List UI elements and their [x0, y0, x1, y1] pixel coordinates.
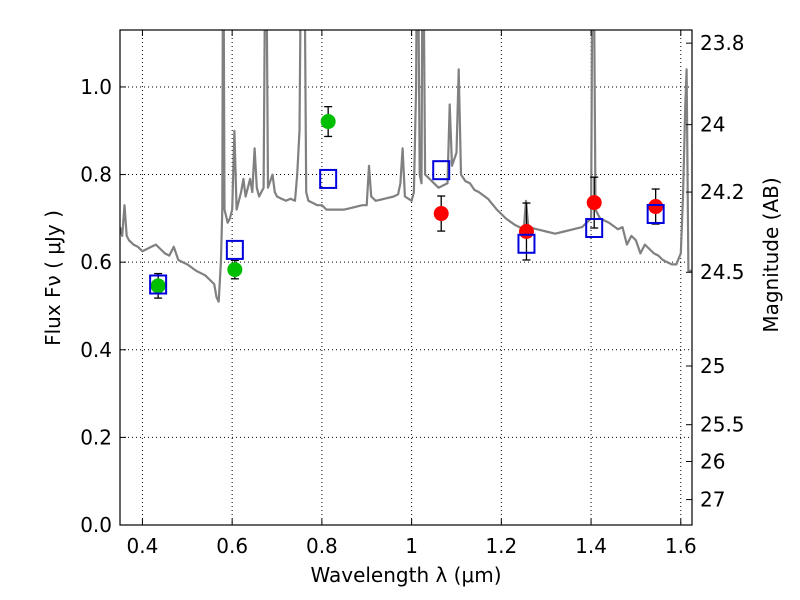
photometry-point [648, 199, 664, 215]
right-tick-label: 23.8 [700, 31, 745, 55]
x-tick-label: 1 [405, 534, 418, 558]
photometry-point [586, 195, 602, 211]
grid [120, 30, 692, 526]
x-tick-label: 0.4 [127, 534, 159, 558]
y-tick-label: 0.6 [80, 250, 112, 274]
right-tick-label: 24.2 [700, 180, 745, 204]
model-photometry-square [646, 203, 665, 224]
data-layer [120, 30, 692, 303]
y-tick-label: 0.8 [80, 163, 112, 187]
right-tick-label: 27 [700, 488, 725, 512]
plot-frame [119, 29, 693, 526]
right-tick-label: 26 [700, 449, 725, 473]
model-photometry-square [225, 239, 244, 260]
right-tick-label: 25 [700, 354, 725, 378]
model-photometry-square [517, 233, 536, 254]
x-tick-label: 1.4 [575, 534, 607, 558]
x-tick-label: 0.8 [306, 534, 338, 558]
model-photometry-square [432, 160, 451, 181]
y-axis-label: Flux Fν ( μJy ) [41, 210, 65, 346]
x-tick-label: 1.6 [665, 534, 697, 558]
y-axis-label-right: Magnitude (AB) [759, 177, 783, 332]
y-tick-label: 0.0 [80, 513, 112, 537]
x-tick-label: 1.2 [485, 534, 517, 558]
photometry-point [320, 114, 336, 130]
photometry-point [433, 206, 449, 222]
right-tick-label: 24.5 [700, 260, 745, 284]
x-axis-label: Wavelength λ (μm) [310, 563, 501, 587]
photometry-point [227, 262, 243, 278]
model-photometry-square [149, 274, 168, 295]
model-photometry-square [319, 168, 338, 189]
ticks: 0.4 0.6 0.8 1 1.2 1.4 1.6 0.0 0.2 0.4 0.6 0.8 1.0 23.… [80, 30, 745, 558]
y-tick-label: 0.2 [80, 425, 112, 449]
model-photometry-square [585, 218, 604, 238]
right-tick-label: 25.5 [700, 413, 745, 437]
right-tick-label: 24 [700, 113, 725, 137]
y-tick-label: 0.4 [80, 338, 112, 362]
y-tick-label: 1.0 [80, 75, 112, 99]
x-tick-label: 0.6 [216, 534, 248, 558]
photometry-point [150, 278, 166, 294]
photometry-point [518, 224, 534, 240]
model-spectrum-line [120, 30, 692, 303]
